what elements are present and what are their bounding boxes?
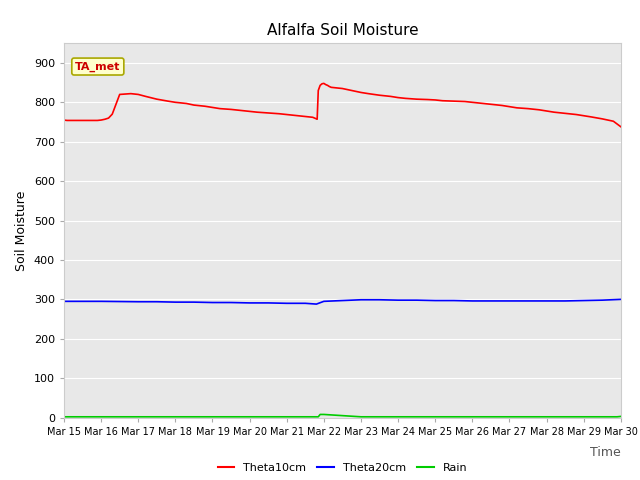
Rain	[617, 414, 625, 420]
Theta20cm	[264, 300, 272, 306]
Theta20cm	[320, 299, 328, 304]
Theta10cm	[394, 95, 402, 100]
Theta10cm	[346, 87, 354, 93]
Theta20cm	[339, 298, 346, 303]
Rain	[283, 414, 291, 420]
Rain	[97, 414, 105, 420]
Rain	[314, 414, 322, 420]
Theta20cm	[468, 298, 476, 304]
Rain	[172, 414, 179, 420]
Rain	[431, 414, 439, 420]
Title: Alfalfa Soil Moisture: Alfalfa Soil Moisture	[267, 23, 418, 38]
Theta20cm	[97, 299, 105, 304]
Rain	[60, 414, 68, 420]
Theta20cm	[580, 298, 588, 303]
Rain	[613, 414, 621, 420]
Rain	[320, 411, 328, 417]
Theta20cm	[376, 297, 383, 303]
Line: Theta20cm: Theta20cm	[64, 300, 621, 304]
Theta20cm	[357, 297, 365, 303]
Rain	[543, 414, 550, 420]
Theta20cm	[246, 300, 253, 306]
Theta20cm	[172, 299, 179, 305]
Theta20cm	[524, 298, 532, 304]
Y-axis label: Soil Moisture: Soil Moisture	[15, 190, 28, 271]
Theta20cm	[617, 297, 625, 302]
Rain	[316, 411, 324, 417]
Legend: Theta10cm, Theta20cm, Rain: Theta10cm, Theta20cm, Rain	[213, 459, 472, 478]
Theta20cm	[394, 297, 402, 303]
Theta10cm	[320, 81, 328, 86]
Theta10cm	[543, 108, 550, 114]
Theta20cm	[153, 299, 161, 305]
Theta10cm	[349, 88, 357, 94]
Theta20cm	[190, 299, 198, 305]
Theta20cm	[227, 300, 235, 305]
Theta20cm	[431, 298, 439, 303]
Rain	[357, 414, 365, 420]
Theta20cm	[506, 298, 513, 304]
Theta20cm	[561, 298, 569, 304]
Theta20cm	[598, 297, 606, 303]
Theta10cm	[60, 117, 68, 123]
Rain	[506, 414, 513, 420]
Rain	[246, 414, 253, 420]
Rain	[468, 414, 476, 420]
Text: Time: Time	[590, 446, 621, 459]
Theta20cm	[283, 300, 291, 306]
Rain	[394, 414, 402, 420]
Theta20cm	[312, 301, 320, 307]
Theta20cm	[543, 298, 550, 304]
Theta20cm	[487, 298, 495, 304]
Theta20cm	[134, 299, 142, 305]
Theta20cm	[60, 299, 68, 304]
Theta10cm	[314, 116, 321, 122]
Rain	[209, 414, 216, 420]
Theta20cm	[450, 298, 458, 303]
Rain	[580, 414, 588, 420]
Theta20cm	[413, 297, 420, 303]
Theta20cm	[209, 300, 216, 305]
Theta10cm	[365, 91, 372, 96]
Line: Rain: Rain	[64, 414, 621, 417]
Line: Theta10cm: Theta10cm	[64, 84, 621, 127]
Text: TA_met: TA_met	[75, 61, 120, 72]
Rain	[134, 414, 142, 420]
Theta10cm	[617, 124, 625, 130]
Theta20cm	[301, 300, 309, 306]
